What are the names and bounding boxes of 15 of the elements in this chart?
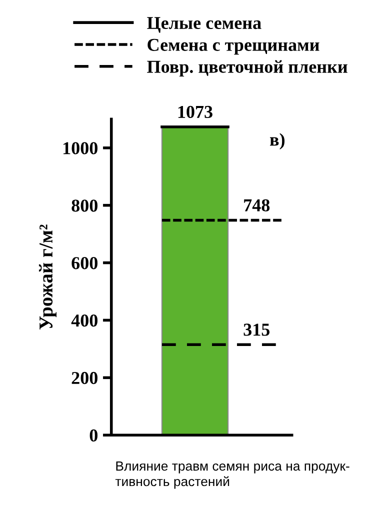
- y-tick-label: 0: [90, 429, 98, 442]
- legend-label: Целые семена: [147, 17, 262, 33]
- y-tick-label: 400: [71, 314, 98, 327]
- annotation: в): [270, 133, 284, 150]
- text: Влияние травм семян риса на продук- тивность растений: [115, 462, 350, 489]
- legend-label: Повр. цветочной пленки: [147, 60, 348, 77]
- y-tick-label: 600: [72, 257, 98, 270]
- annotation: 315: [244, 324, 270, 336]
- y-axis-title: Урожай г/м²: [38, 224, 56, 330]
- annotation: 1073: [178, 106, 212, 118]
- annotation: 748: [244, 199, 270, 212]
- legend-label: Семена с трещинами: [148, 38, 320, 55]
- y-tick-label: 800: [72, 200, 98, 212]
- y-tick-label: 200: [72, 372, 98, 384]
- y-tick-label: 1000: [64, 142, 98, 154]
